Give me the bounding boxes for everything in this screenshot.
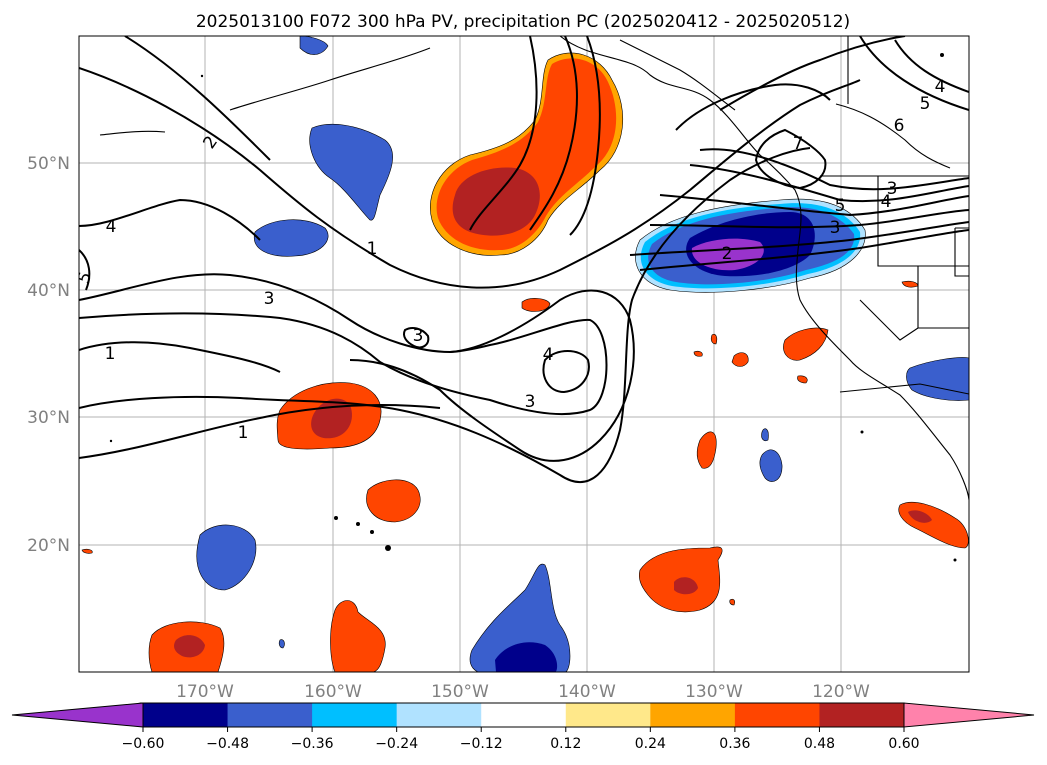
lat-label-20n: 20°N — [27, 536, 70, 556]
contour-label: 4 — [935, 77, 946, 97]
contour-label: 6 — [894, 116, 905, 136]
contour-label: 4 — [106, 217, 117, 237]
contour-label: 4 — [881, 192, 892, 212]
colorbar-tick-label: 0.12 — [550, 736, 581, 752]
contour-label: 3 — [525, 392, 536, 412]
contour-label: 1 — [238, 423, 249, 443]
map-frame — [78, 35, 970, 673]
contour-label: 3 — [830, 218, 841, 238]
colorbar-cell — [312, 703, 398, 727]
contour-label: 5 — [835, 196, 846, 216]
contour-label: 4 — [543, 345, 554, 365]
coastlines — [99, 36, 969, 501]
pv-contours — [79, 36, 969, 483]
colorbar: −0.60 −0.48 −0.36 −0.24 −0.12 0.12 0.24 0.36 0.4… — [11, 702, 1035, 752]
colorbar-tick-label: −0.36 — [291, 736, 334, 752]
islands — [109, 53, 957, 562]
colorbar-frame — [142, 702, 905, 728]
lon-label-160w: 160°W — [304, 682, 362, 702]
lon-label-120w: 120°W — [812, 682, 870, 702]
lat-label-50n: 50°N — [27, 154, 70, 174]
colorbar-tick-label: −0.60 — [122, 736, 165, 752]
contour-label: 1 — [105, 344, 116, 364]
colorbar-cell — [481, 703, 567, 727]
contour-label: 3 — [264, 289, 275, 309]
lat-label-30n: 30°N — [27, 408, 70, 428]
map-panel: 2 4 1 3 1 3 4 3 1 5 5 4 6 7 5 4 3 2 3 — [27, 35, 970, 702]
colorbar-tick-label: 0.60 — [888, 736, 919, 752]
lon-label-130w: 130°W — [685, 682, 743, 702]
colorbar-cell — [734, 703, 820, 727]
colorbar-tick-label: 0.48 — [804, 736, 835, 752]
colorbar-cell — [819, 703, 905, 727]
colorbar-cell — [227, 703, 313, 727]
lon-label-140w: 140°W — [558, 682, 616, 702]
colorbar-cell — [12, 703, 143, 727]
figure-title: 2025013100 F072 300 hPa PV, precipitatio… — [196, 12, 850, 32]
lon-label-170w: 170°W — [176, 682, 234, 702]
contour-label: 1 — [367, 239, 378, 259]
latitude-labels: 50°N 40°N 30°N 20°N — [27, 154, 70, 556]
colorbar-ticks: −0.60 −0.48 −0.36 −0.24 −0.12 0.12 0.24 0.36 0.4… — [122, 727, 920, 752]
colorbar-tick-label: 0.36 — [719, 736, 750, 752]
contour-label: 7 — [793, 134, 804, 154]
contour-label: 3 — [887, 179, 898, 199]
colorbar-tick-label: −0.48 — [206, 736, 249, 752]
colorbar-cell — [565, 703, 651, 727]
colorbar-tick-label: −0.24 — [375, 736, 418, 752]
lon-label-150w: 150°W — [431, 682, 489, 702]
colorbar-cell — [650, 703, 736, 727]
contour-label: 2 — [722, 244, 733, 264]
contour-label: 5 — [920, 94, 931, 114]
colorbar-cells — [12, 703, 1034, 727]
colorbar-cell — [143, 703, 229, 727]
lat-label-40n: 40°N — [27, 281, 70, 301]
colorbar-cell — [904, 703, 1034, 727]
contour-label: 3 — [413, 326, 424, 346]
colorbar-tick-label: 0.24 — [635, 736, 666, 752]
colorbar-tick-label: −0.12 — [460, 736, 503, 752]
precip-fields — [81, 36, 969, 672]
longitude-labels: 170°W 160°W 150°W 140°W 130°W 120°W — [176, 682, 870, 702]
colorbar-cell — [396, 703, 482, 727]
